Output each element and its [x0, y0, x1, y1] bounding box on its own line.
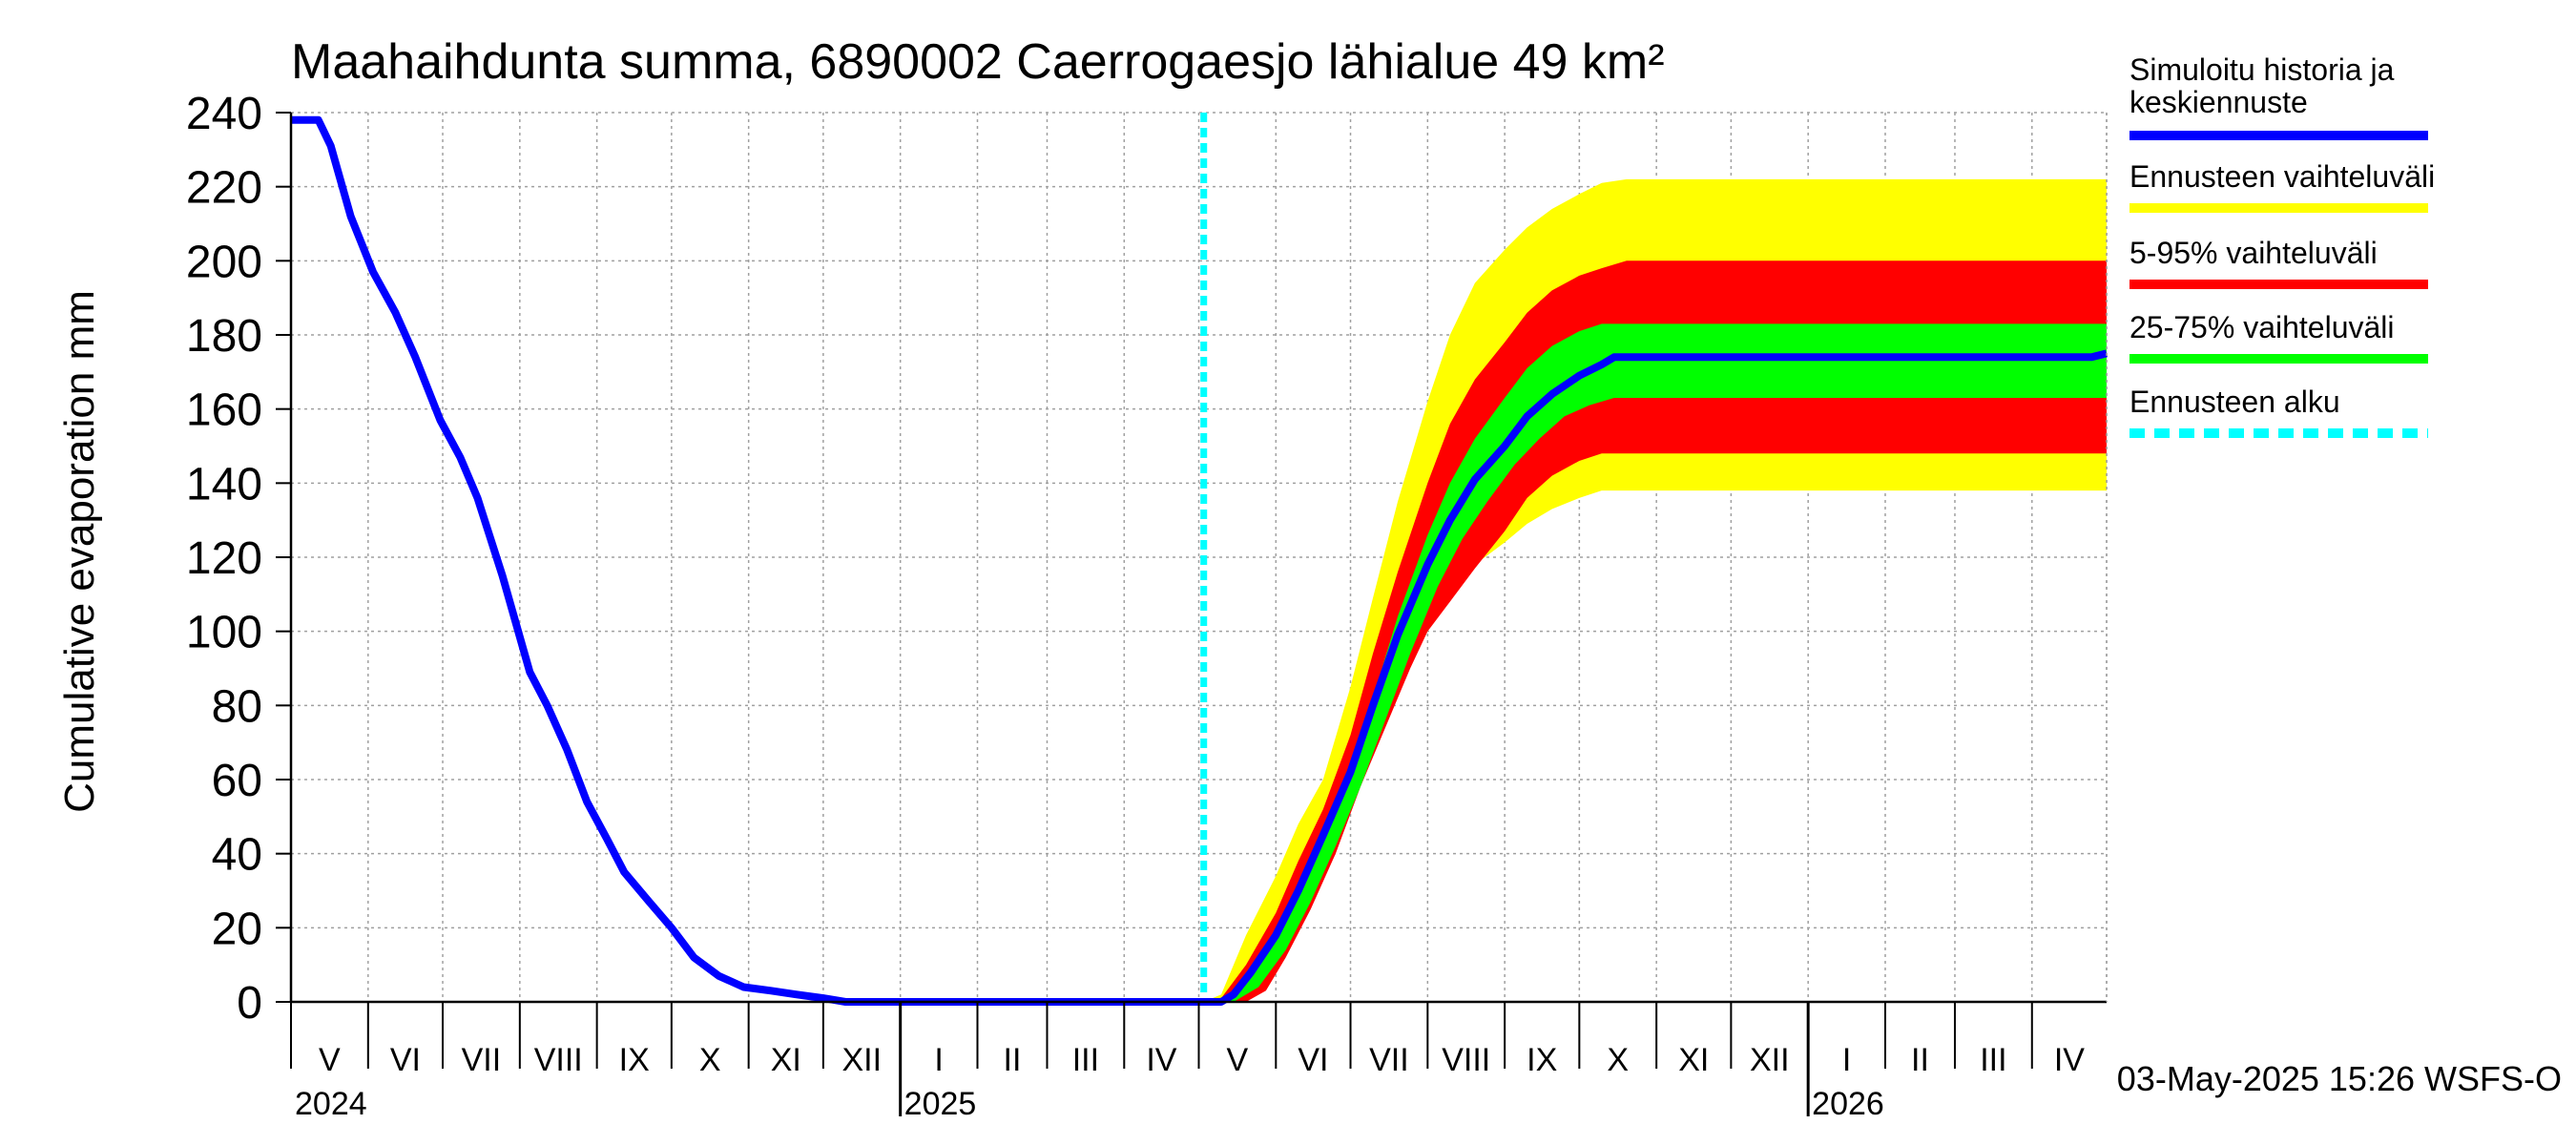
x-month-label: X [699, 1042, 721, 1078]
axes [276, 112, 2108, 1116]
x-month-label: IX [1527, 1042, 1557, 1078]
legend-label: 25-75% vaihteluväli [2129, 310, 2395, 344]
x-month-label: II [1004, 1042, 1022, 1078]
y-tick-label: 240 [186, 89, 262, 139]
x-month-label: IV [1146, 1042, 1176, 1078]
x-year-label: 2025 [904, 1086, 977, 1122]
x-month-label: VII [1369, 1042, 1409, 1078]
y-tick-label: 20 [212, 904, 262, 954]
y-tick-label: 40 [212, 830, 262, 881]
x-month-label: I [1842, 1042, 1851, 1078]
footer-timestamp: 03-May-2025 15:26 WSFS-O [2117, 1059, 2562, 1098]
x-tick-labels: V VI VII VIII IX X XI XII I II III IV V VI VII VIII IX X X… [295, 1042, 2085, 1122]
y-tick-label: 100 [186, 608, 262, 658]
x-month-label: VI [1298, 1042, 1328, 1078]
chart-title: Maahaihdunta summa, 6890002 Caerrogaesjo… [291, 34, 1665, 90]
y-tick-label: 0 [237, 978, 262, 1029]
x-month-label: II [1911, 1042, 1929, 1078]
x-month-label: XII [841, 1042, 882, 1078]
legend-label: Ennusteen alku [2129, 385, 2340, 419]
x-month-label: VII [462, 1042, 502, 1078]
y-tick-label: 80 [212, 681, 262, 732]
y-tick-label: 220 [186, 163, 262, 214]
legend-label: keskiennuste [2129, 85, 2308, 119]
x-month-label: III [1072, 1042, 1099, 1078]
x-month-label: IV [2054, 1042, 2085, 1078]
forecast-bands [1203, 178, 2107, 1002]
y-tick-label: 120 [186, 533, 262, 584]
x-month-label: IX [619, 1042, 650, 1078]
y-axis-label: Cumulative evaporation mm [56, 290, 103, 813]
y-tick-labels: 0 20 40 60 80 100 120 140 160 180 200 220 240 [186, 89, 262, 1029]
y-tick-label: 180 [186, 311, 262, 362]
x-month-label: V [1227, 1042, 1249, 1078]
x-year-label: 2024 [295, 1086, 367, 1122]
band-5-95-vaihteluv-li [1203, 260, 2107, 1002]
x-month-label: VI [390, 1042, 421, 1078]
series-median-line [291, 115, 2108, 1006]
x-month-label: V [319, 1042, 341, 1078]
legend-label: 5-95% vaihteluväli [2129, 236, 2378, 270]
x-month-label: III [1980, 1042, 2006, 1078]
x-month-label: X [1607, 1042, 1629, 1078]
y-tick-label: 200 [186, 237, 262, 287]
series-lines [291, 113, 2108, 1006]
legend-label: Ennusteen vaihteluväli [2129, 159, 2435, 194]
x-month-label: XI [771, 1042, 801, 1078]
x-month-label: XI [1678, 1042, 1709, 1078]
x-month-label: XII [1750, 1042, 1790, 1078]
y-tick-label: 160 [186, 385, 262, 436]
x-year-label: 2026 [1812, 1086, 1884, 1122]
x-month-label: VIII [534, 1042, 583, 1078]
y-tick-label: 60 [212, 756, 262, 806]
x-month-label: VIII [1442, 1042, 1490, 1078]
x-month-label: I [934, 1042, 943, 1078]
legend-label: Simuloitu historia ja [2129, 52, 2395, 87]
y-tick-label: 140 [186, 459, 262, 510]
